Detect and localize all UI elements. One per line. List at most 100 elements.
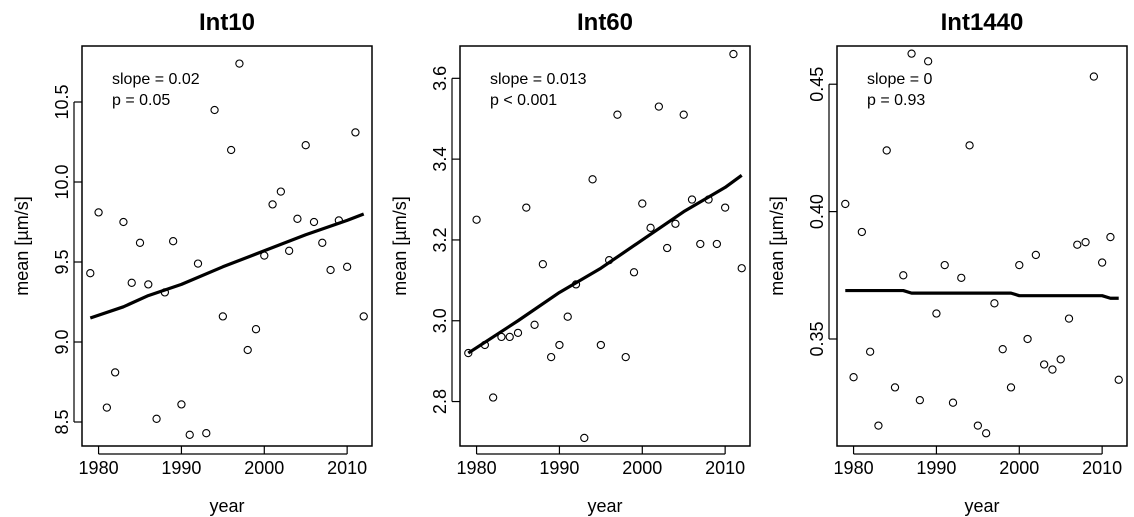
- y-tick-label: 0.40: [807, 194, 827, 229]
- y-tick-label: 3.6: [430, 66, 450, 91]
- y-tick-label: 0.35: [807, 321, 827, 356]
- data-point: [646, 223, 655, 232]
- stat-annotation: slope = 0.013: [490, 71, 587, 88]
- data-point: [696, 239, 705, 249]
- data-point: [720, 203, 730, 212]
- data-point: [915, 395, 925, 405]
- x-tick-label: 2000: [999, 458, 1039, 478]
- data-point: [907, 49, 916, 58]
- data-point: [1031, 250, 1041, 260]
- data-point: [177, 400, 186, 409]
- data-point: [957, 273, 966, 282]
- data-point: [687, 195, 697, 204]
- data-point: [235, 59, 244, 68]
- y-tick-label: 3.4: [430, 147, 450, 172]
- stat-annotation: p < 0.001: [490, 92, 557, 109]
- stat-annotation: slope = 0: [867, 71, 932, 88]
- x-tick-label: 1980: [457, 458, 497, 478]
- data-point: [301, 141, 310, 150]
- y-tick-label: 3.2: [430, 227, 450, 252]
- y-axis-label: mean [µm/s]: [390, 196, 410, 295]
- data-point: [110, 368, 120, 377]
- data-point: [193, 259, 203, 268]
- data-point: [293, 214, 302, 223]
- data-point: [865, 347, 875, 356]
- data-point: [226, 145, 236, 155]
- data-point: [1097, 258, 1107, 267]
- trend-line: [89, 212, 365, 320]
- data-point: [276, 187, 286, 196]
- data-point: [152, 414, 161, 423]
- plot-frame: [81, 45, 373, 447]
- data-point: [326, 265, 335, 275]
- data-point: [1106, 232, 1115, 242]
- data-point: [596, 340, 606, 350]
- x-tick-label: 1990: [161, 458, 201, 478]
- data-point: [874, 421, 883, 430]
- data-point: [530, 320, 539, 329]
- y-tick-label: 2.8: [430, 389, 450, 414]
- data-point: [965, 141, 974, 150]
- data-point: [1064, 314, 1074, 323]
- stat-annotation: p = 0.05: [112, 92, 170, 109]
- y-tick-label: 0.45: [807, 67, 827, 102]
- data-point: [144, 280, 153, 289]
- x-axis-label: year: [587, 496, 622, 516]
- data-point: [1056, 355, 1065, 364]
- data-point: [168, 237, 178, 246]
- data-point: [119, 217, 128, 227]
- data-point: [588, 175, 597, 184]
- y-tick-label: 10.0: [52, 164, 72, 199]
- data-point: [86, 269, 95, 278]
- data-point: [243, 345, 252, 355]
- data-point: [102, 403, 112, 412]
- x-tick-label: 2010: [1082, 458, 1122, 478]
- plot-frame: [459, 45, 751, 447]
- data-point: [135, 238, 145, 247]
- data-point: [1039, 360, 1049, 369]
- x-tick-label: 1980: [79, 458, 119, 478]
- data-point: [580, 433, 589, 443]
- y-tick-label: 9.0: [52, 329, 72, 354]
- panel-title: Int60: [577, 9, 633, 36]
- data-point: [127, 278, 136, 287]
- y-axis-label: mean [µm/s]: [767, 196, 787, 295]
- x-tick-label: 2000: [244, 458, 284, 478]
- data-point: [1081, 238, 1090, 247]
- data-point: [1073, 240, 1082, 249]
- data-point: [359, 312, 368, 321]
- data-point: [621, 352, 630, 362]
- data-point: [94, 208, 103, 217]
- data-point: [1114, 375, 1123, 384]
- data-point: [218, 312, 228, 321]
- data-point: [472, 215, 481, 224]
- data-point: [998, 345, 1007, 354]
- data-point: [210, 105, 219, 115]
- plot-frame: [836, 45, 1128, 447]
- x-axis-label: year: [964, 496, 999, 516]
- data-point: [654, 102, 664, 111]
- x-tick-label: 2000: [622, 458, 662, 478]
- data-point: [546, 352, 556, 362]
- data-point: [1015, 260, 1024, 270]
- data-point: [737, 264, 746, 273]
- y-axis-label: mean [µm/s]: [12, 196, 32, 295]
- stat-annotation: slope = 0.02: [112, 71, 200, 88]
- data-point: [309, 217, 319, 227]
- data-point: [563, 312, 572, 321]
- y-tick-label: 9.5: [52, 249, 72, 274]
- trend-line: [845, 288, 1119, 300]
- data-point: [932, 309, 941, 318]
- x-tick-label: 1990: [916, 458, 956, 478]
- data-point: [679, 110, 688, 119]
- panel-1: Int60 1980 1990 2000 2010 2.8 3.0 3.2 3.4 3.6 year…: [390, 9, 751, 516]
- data-point: [318, 238, 327, 247]
- stat-annotation: p = 0.93: [867, 92, 925, 109]
- data-point: [1089, 72, 1099, 81]
- data-point: [638, 199, 647, 208]
- x-tick-label: 2010: [705, 458, 745, 478]
- x-tick-label: 2010: [327, 458, 367, 478]
- data-point: [185, 430, 194, 439]
- panel-0: Int10 1980 1990 2000 2010 8.5 9.0 9.5 10.0 10.5 ye…: [12, 9, 373, 516]
